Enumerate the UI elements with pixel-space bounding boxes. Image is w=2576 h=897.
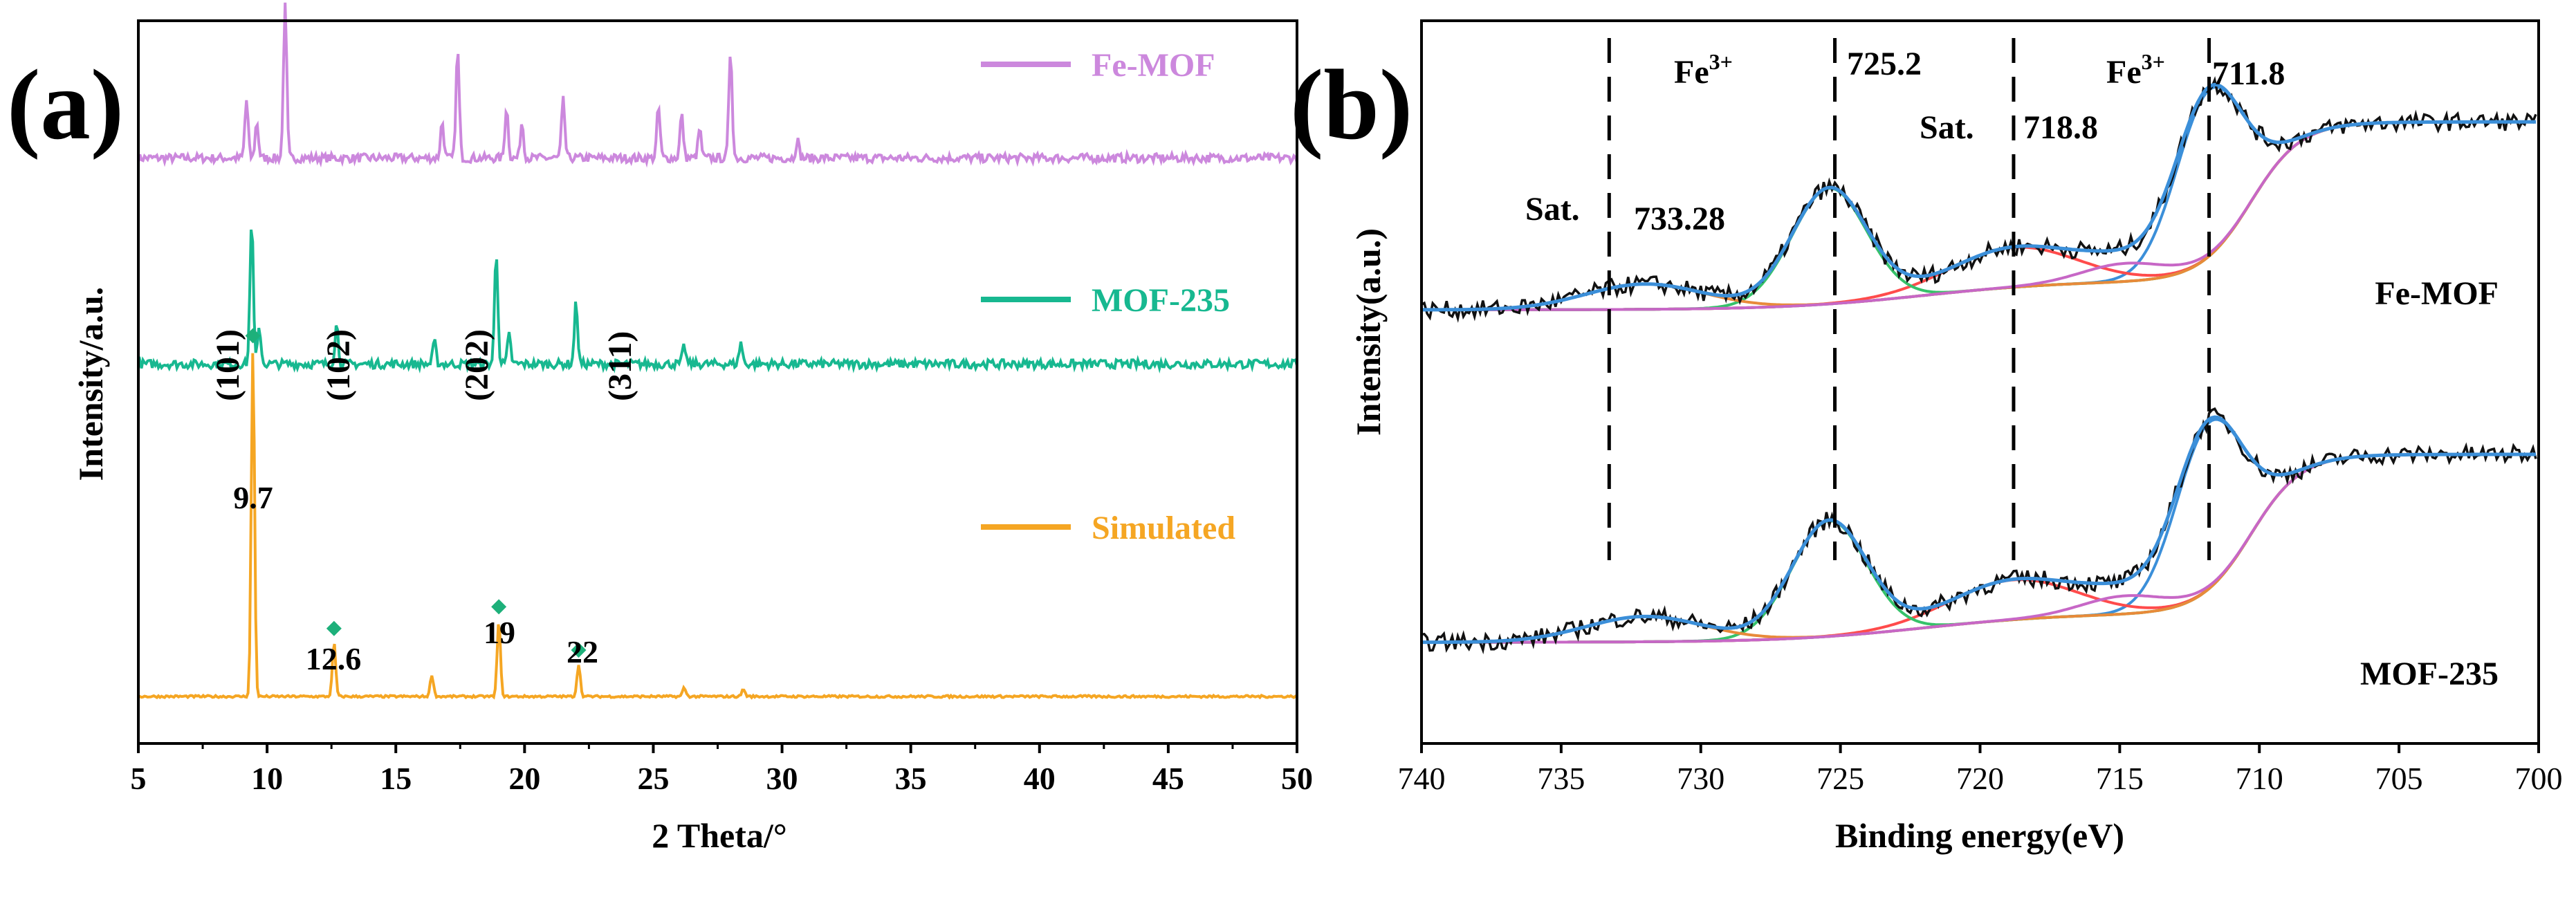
hkl-102: (102) xyxy=(320,329,357,401)
peak-label-12-6: 12.6 xyxy=(306,641,362,676)
xps-component-sat-733-0 xyxy=(1422,120,2536,311)
sat-value-718: 718.8 xyxy=(2023,109,2098,146)
xrd-curve-simulated xyxy=(138,353,1298,700)
x-tick-label-b-740: 740 xyxy=(1398,761,1446,796)
x-tick-label-b-725: 725 xyxy=(1816,761,1864,796)
xps-envelope-0 xyxy=(1422,82,2536,312)
x-tick-label-b-730: 730 xyxy=(1677,761,1724,796)
x-tick-label-a-20: 20 xyxy=(508,761,540,796)
xps-background-0 xyxy=(1422,120,2536,311)
panel-a-label: (a) xyxy=(7,50,124,160)
xps-raw-0 xyxy=(1421,76,2537,323)
peak-marker-3 xyxy=(571,642,587,658)
hkl-labels: (101) (102) (202) (311) xyxy=(210,329,638,401)
xps-component-sat-718-0 xyxy=(1422,120,2536,311)
xrd-curves xyxy=(137,2,1298,700)
x-tick-label-a-45: 45 xyxy=(1152,761,1184,796)
sample-label-mof235: MOF-235 xyxy=(2360,656,2499,692)
xps-curves xyxy=(1421,76,2537,655)
y-axis-title-a: Intensity/a.u. xyxy=(71,287,110,481)
xrd-curve-fe-mof xyxy=(137,2,1298,168)
x-tick-label-b-710: 710 xyxy=(2236,761,2283,796)
plot-frame-a xyxy=(137,19,1298,745)
x-axis-title-a: 2 Theta/° xyxy=(652,816,786,855)
x-tick-label-a-35: 35 xyxy=(895,761,927,796)
x-tick-label-a-40: 40 xyxy=(1024,761,1056,796)
peak-marker-0 xyxy=(245,328,261,344)
xps-envelope-1 xyxy=(1422,415,2536,645)
xps-component-sat-718-1 xyxy=(1422,453,2536,644)
fe3-text-725: Fe xyxy=(1674,54,1709,91)
peak-value-725: 725.2 xyxy=(1847,46,1922,82)
peak-markers xyxy=(245,328,587,658)
peak-marker-2 xyxy=(491,599,507,615)
sample-label-fe-mof: Fe-MOF xyxy=(2375,275,2499,312)
x-tick-label-b-700: 700 xyxy=(2515,761,2563,796)
peak-label-19: 19 xyxy=(484,615,515,650)
xps-component-fe3-725-0 xyxy=(1422,120,2536,311)
legend-a: Fe-MOF MOF-235 Simulated xyxy=(981,47,1235,546)
x-tick-label-a-15: 15 xyxy=(380,761,412,796)
legend-label-mof235: MOF-235 xyxy=(1092,282,1230,319)
x-axis-ticks-b: 740 735 730 725 720 715 710 705 700 xyxy=(1398,743,2563,796)
fe3-superscript-725: 3+ xyxy=(1709,49,1733,74)
sample-labels: Fe-MOF MOF-235 xyxy=(2360,275,2499,692)
xrd-curve-mof-235 xyxy=(137,229,1298,374)
panel-a: (a) 5 10 15 20 25 30 35 40 45 50 2 Theta/° Intens… xyxy=(7,2,1313,855)
sat-value-733: 733.28 xyxy=(1634,201,1725,237)
x-tick-label-b-715: 715 xyxy=(2096,761,2144,796)
x-tick-label-b-735: 735 xyxy=(1537,761,1585,796)
x-tick-label-a-50: 50 xyxy=(1281,761,1313,796)
xps-component-sat-715-1 xyxy=(1422,453,2536,644)
y-axis-title-b: Intensity(a.u.) xyxy=(1349,228,1388,436)
xps-component-fe3-725-1 xyxy=(1422,453,2536,644)
x-axis-title-b: Binding energy(eV) xyxy=(1835,816,2124,855)
xps-component-fe3-711-1 xyxy=(1422,418,2536,644)
x-tick-label-a-5: 5 xyxy=(131,761,147,796)
x-tick-label-a-30: 30 xyxy=(766,761,798,796)
xps-raw-1 xyxy=(1421,407,2537,655)
peak-label-9-7: 9.7 xyxy=(233,480,273,515)
x-tick-label-b-720: 720 xyxy=(1956,761,2004,796)
x-tick-label-a-10: 10 xyxy=(251,761,283,796)
xps-component-sat-733-1 xyxy=(1422,453,2536,644)
hkl-101: (101) xyxy=(210,329,246,401)
legend-label-simulated: Simulated xyxy=(1092,510,1235,546)
x-tick-label-a-25: 25 xyxy=(637,761,669,796)
peak-position-labels: 9.7 12.6 19 22 xyxy=(233,480,598,676)
fe3-superscript-711: 3+ xyxy=(2142,49,2165,74)
x-tick-label-b-705: 705 xyxy=(2375,761,2423,796)
reference-dashed-lines xyxy=(1607,38,2211,560)
panel-b: (b) 740 735 730 725 720 715 710 705 700 Binding … xyxy=(1290,19,2563,855)
peak-marker-1 xyxy=(326,620,342,636)
legend-label-fe-mof: Fe-MOF xyxy=(1092,47,1215,84)
x-axis-ticks-a: 5 10 15 20 25 30 35 40 45 50 xyxy=(131,743,1313,796)
panel-b-label: (b) xyxy=(1290,50,1413,160)
hkl-311: (311) xyxy=(602,331,638,401)
xps-background-1 xyxy=(1422,453,2536,644)
xps-component-sat-715-0 xyxy=(1422,120,2536,311)
fe3-label-711: Fe3+ xyxy=(2106,49,2165,91)
xps-annotations: Fe3+ 725.2 Fe3+ 711.8 Sat. 718.8 Sat. 73… xyxy=(1525,46,2285,237)
fe3-label-725: Fe3+ xyxy=(1674,49,1733,91)
sat-label-718: Sat. xyxy=(1920,109,1974,146)
peak-label-22: 22 xyxy=(567,634,598,669)
peak-value-711: 711.8 xyxy=(2212,55,2285,92)
sat-label-733: Sat. xyxy=(1525,191,1580,228)
hkl-202: (202) xyxy=(459,329,495,401)
fe3-text-711: Fe xyxy=(2106,54,2142,91)
